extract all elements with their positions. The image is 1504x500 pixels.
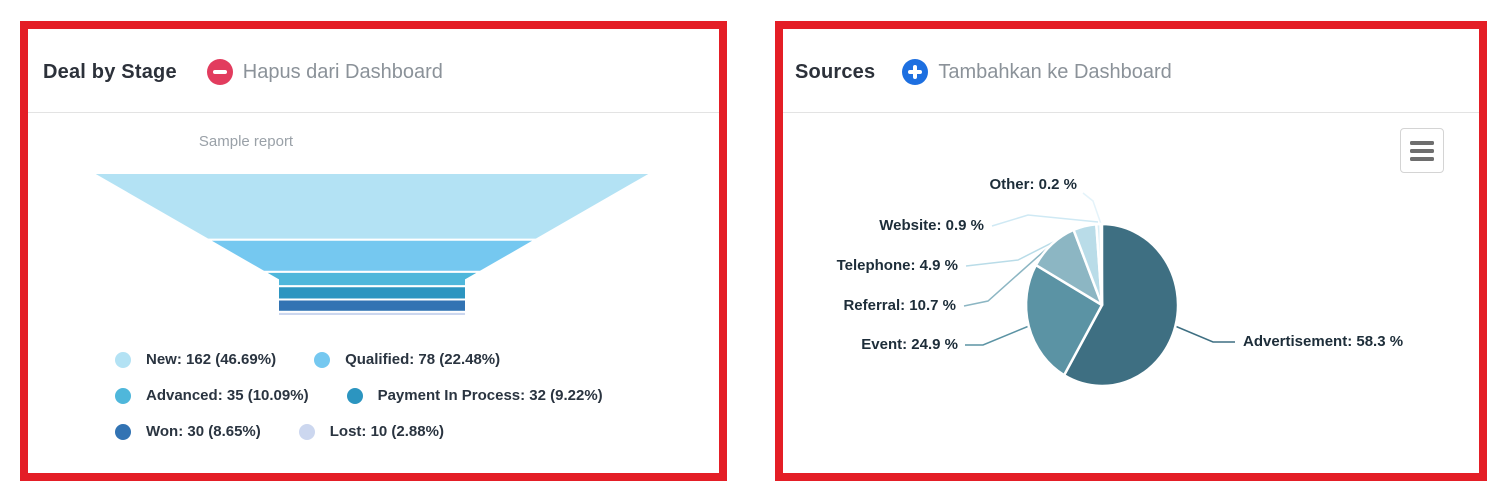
- pie-leader-line: [1082, 192, 1102, 225]
- funnel-segment-advanced[interactable]: [260, 270, 484, 288]
- pie-label-website: Website: 0.9 %: [879, 217, 984, 234]
- legend-dot: [346, 387, 363, 404]
- pie-label-telephone: Telephone: 4.9 %: [836, 257, 958, 274]
- pie-leader-line: [1174, 325, 1235, 343]
- funnel-chart-title: Sample report: [198, 133, 294, 150]
- pie-label-referral: Referral: 10.7 %: [843, 297, 956, 314]
- funnel-legend: New: 162 (46.69%) Qualified: 78 (22.48%)…: [115, 351, 603, 459]
- funnel-segment-new[interactable]: [88, 172, 656, 241]
- legend-item-new[interactable]: New: 162 (46.69%): [115, 351, 276, 368]
- funnel-segment-lost[interactable]: [277, 310, 467, 317]
- funnel-segment-payment-in-process[interactable]: [277, 285, 467, 301]
- pie-chart: [963, 192, 1235, 388]
- legend-item-won[interactable]: Won: 30 (8.65%): [115, 423, 261, 440]
- legend-item-qualified[interactable]: Qualified: 78 (22.48%): [314, 351, 500, 368]
- add-to-dashboard-label[interactable]: Tambahkan ke Dashboard: [938, 60, 1172, 83]
- pie-label-advertisement: Advertisement: 58.3 %: [1243, 333, 1404, 350]
- legend-label: Payment In Process: 32 (9.22%): [377, 387, 603, 404]
- funnel-segment-won[interactable]: [277, 298, 467, 313]
- legend-item-advanced[interactable]: Advanced: 35 (10.09%): [115, 387, 309, 404]
- remove-from-dashboard-label[interactable]: Hapus dari Dashboard: [242, 60, 443, 83]
- legend-row: Won: 30 (8.65%) Lost: 10 (2.88%): [115, 423, 603, 440]
- legend-dot: [298, 423, 315, 440]
- pie-slice-event[interactable]: [1024, 263, 1104, 377]
- funnel-chart: [88, 172, 656, 317]
- add-to-dashboard-icon[interactable]: [902, 59, 929, 85]
- legend-label: Won: 30 (8.65%): [146, 423, 261, 440]
- panel-header: Deal by Stage Hapus dari Dashboard: [43, 57, 443, 87]
- legend-item-lost[interactable]: Lost: 10 (2.88%): [298, 423, 444, 440]
- legend-dot: [115, 423, 131, 440]
- legend-label: Advanced: 35 (10.09%): [146, 387, 309, 404]
- legend-row: New: 162 (46.69%) Qualified: 78 (22.48%): [115, 351, 603, 368]
- pie-leader-line: [965, 325, 1030, 346]
- panel-title: Sources: [795, 60, 876, 83]
- remove-from-dashboard-icon[interactable]: [206, 59, 233, 85]
- legend-row: Advanced: 35 (10.09%) Payment In Process…: [115, 387, 603, 404]
- legend-label: Qualified: 78 (22.48%): [345, 351, 501, 368]
- pie-leader-line: [963, 243, 1053, 307]
- pie-slice-advertisement[interactable]: [1062, 222, 1180, 388]
- funnel-segment-qualified[interactable]: [204, 238, 540, 273]
- panel-title: Deal by Stage: [43, 60, 177, 83]
- legend-label: Lost: 10 (2.88%): [329, 423, 444, 440]
- pie-slice-other[interactable]: [1099, 222, 1104, 307]
- legend-item-payment-in-process[interactable]: Payment In Process: 32 (9.22%): [346, 387, 603, 404]
- pie-leader-line: [991, 214, 1099, 227]
- pie-label-other: Other: 0.2 %: [989, 176, 1077, 193]
- legend-label: New: 162 (46.69%): [146, 351, 277, 368]
- hamburger-menu-icon[interactable]: [1400, 128, 1444, 173]
- header-divider: [783, 112, 1479, 113]
- deal-by-stage-panel: Deal by Stage Hapus dari Dashboard Sampl…: [20, 21, 727, 481]
- sources-panel: Sources Tambahkan ke Dashboard Other: 0.…: [775, 21, 1487, 481]
- pie-label-event: Event: 24.9 %: [861, 336, 958, 353]
- legend-dot: [115, 351, 131, 368]
- panel-header: Sources Tambahkan ke Dashboard: [795, 57, 1172, 87]
- legend-dot: [314, 351, 331, 368]
- legend-dot: [115, 387, 131, 404]
- header-divider: [28, 112, 719, 113]
